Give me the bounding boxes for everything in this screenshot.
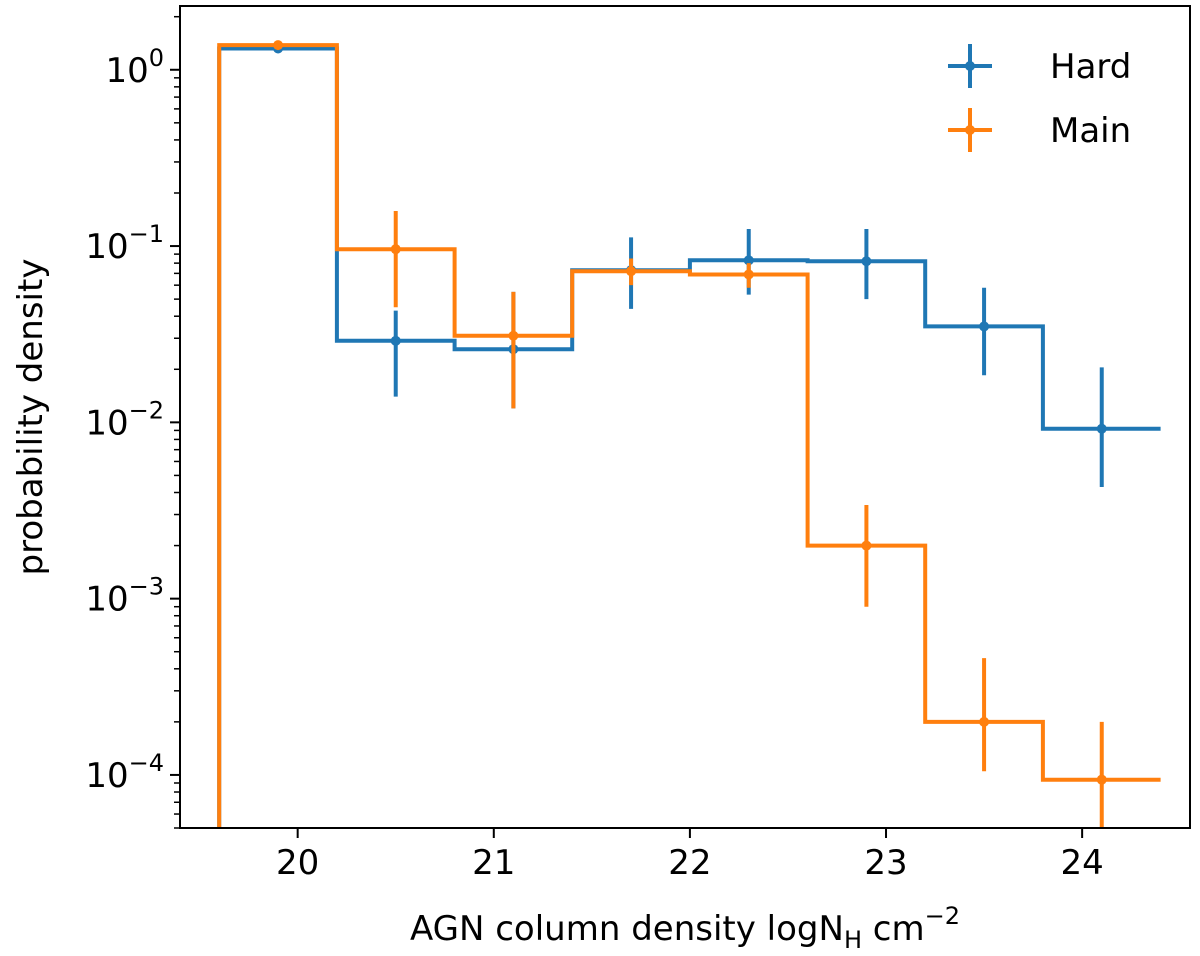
legend-label-main: Main	[1050, 111, 1131, 151]
legend-label-hard: Hard	[1050, 47, 1131, 87]
series-layer	[217, 40, 1161, 828]
x-axis-label: AGN column density logNH cm−2	[410, 902, 960, 954]
step-line-main	[217, 43, 1161, 828]
plot-frame	[179, 5, 1191, 829]
legend-swatch-point-main	[965, 125, 975, 135]
point-main	[1096, 774, 1107, 785]
x-tick-label: 24	[1061, 843, 1104, 883]
legend-item-hard: Hard	[948, 44, 1131, 88]
legend-item-main: Main	[948, 108, 1131, 152]
point-hard	[743, 255, 754, 266]
point-main	[508, 330, 519, 341]
y-tick-label: 10−1	[85, 220, 164, 267]
point-main	[861, 540, 872, 551]
legend-swatch-point-hard	[965, 61, 975, 71]
y-tick-label: 100	[105, 44, 164, 91]
point-main	[273, 40, 284, 51]
x-tick-label: 22	[668, 843, 711, 883]
ticks-layer	[170, 15, 1084, 838]
step-line-hard	[217, 46, 1161, 828]
legend: Hard Main	[948, 44, 1131, 152]
point-main	[626, 266, 637, 277]
point-hard	[861, 256, 872, 267]
point-hard	[979, 321, 990, 332]
series-hard	[217, 43, 1161, 828]
y-tick-label: 10−4	[85, 749, 164, 796]
x-tick-label: 20	[276, 843, 319, 883]
point-main	[743, 269, 754, 280]
series-main	[217, 40, 1161, 828]
point-hard	[1096, 423, 1107, 434]
x-tick-label: 21	[472, 843, 515, 883]
point-main	[390, 244, 401, 255]
point-hard	[390, 335, 401, 346]
y-tick-label: 10−3	[85, 573, 164, 620]
y-axis-label: probability density	[11, 259, 51, 576]
labels-layer: 20 21 22 23 24 100 10−1 10−2 10−3 10−4 AGN column …	[11, 44, 1104, 954]
point-main	[979, 716, 990, 727]
x-tick-label: 23	[864, 843, 907, 883]
y-tick-label: 10−2	[85, 396, 164, 443]
